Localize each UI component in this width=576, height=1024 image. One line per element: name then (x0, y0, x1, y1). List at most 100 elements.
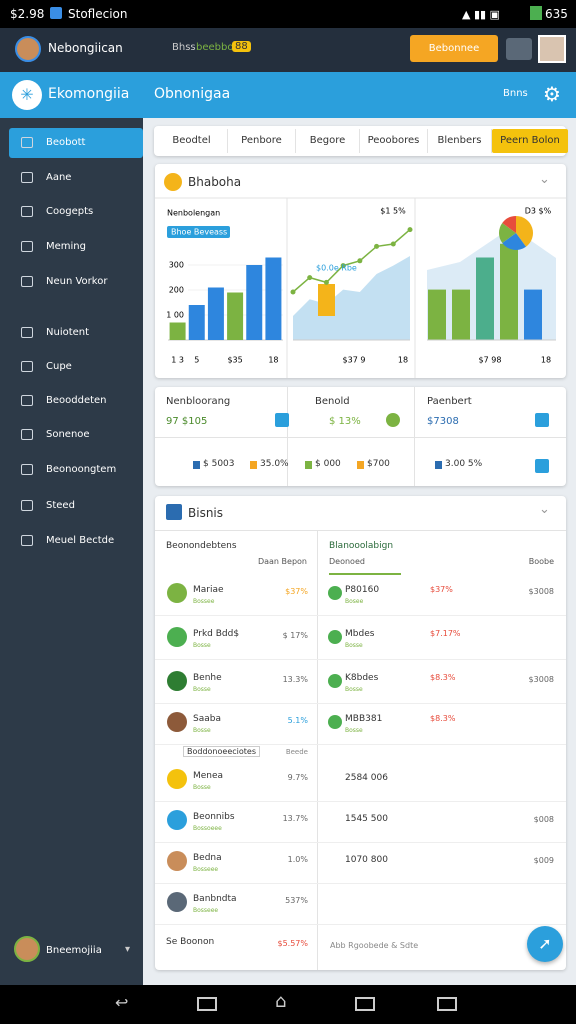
item-label: Beobott (46, 137, 86, 148)
row-name[interactable]: MBB381 (345, 714, 383, 724)
collapse[interactable]: ⌄ (539, 502, 550, 517)
status-signal: ▲ ▮▮ ▣ (462, 8, 500, 21)
sidebar-item[interactable]: Coogepts (0, 197, 143, 227)
nav-tabs[interactable] (437, 997, 457, 1011)
row-icon (328, 586, 342, 600)
collapse[interactable]: ⌄ (539, 172, 550, 187)
row-name[interactable]: Menea (193, 771, 224, 781)
sidebar-user[interactable]: Bneemojiia (46, 945, 102, 956)
sidebar-item[interactable]: Nuiotent (0, 318, 143, 348)
nav-home[interactable]: ⌂ (275, 991, 287, 1012)
search-hint: beebboo (196, 42, 240, 53)
card-title: Bisnis (188, 506, 224, 520)
row-name[interactable]: Mbdes (345, 629, 375, 639)
stat-icon (250, 461, 257, 469)
sidebar-item[interactable]: Steed (0, 491, 143, 521)
search-label: Bhss (172, 42, 196, 53)
header-button[interactable]: Bebonnee (410, 35, 498, 62)
row-name[interactable]: Bedna (193, 853, 222, 863)
row-name[interactable]: Saaba (193, 714, 221, 724)
item-icon (21, 500, 33, 511)
app-header: Nebongiican Bhss beebboo 88 Bebonnee (0, 28, 576, 72)
sidebar-item[interactable]: Beooddeten (0, 386, 143, 416)
row-value: 537% (285, 896, 308, 905)
icon-button[interactable] (506, 38, 532, 60)
card-icon (166, 504, 182, 520)
settings-icon[interactable]: ⚙ (543, 82, 561, 106)
row-divider (155, 703, 566, 704)
battery-icon (530, 6, 542, 20)
user-avatar[interactable] (15, 36, 41, 62)
sidebar-item[interactable]: Neun Vorkor (0, 267, 143, 297)
item-icon (21, 327, 33, 338)
item-icon (21, 429, 33, 440)
row-name[interactable]: Benhe (193, 673, 222, 683)
item-label: Aane (46, 172, 72, 183)
stat-row-value: $ 5003 (203, 459, 235, 469)
sidebar: Bneemojiia ▾ Beobott Aane Coogepts Meming Ne… (0, 118, 143, 985)
user-name: Nebongiican (48, 41, 123, 55)
row-sub: Bosse (193, 727, 211, 734)
nav-square[interactable] (355, 997, 375, 1011)
row-sub: Bosse (345, 642, 363, 649)
menu-label[interactable]: Bnns (503, 88, 528, 99)
footer-link[interactable]: Abb Rgoobede & Sdte (330, 941, 419, 950)
tab[interactable]: Penbore (228, 129, 296, 153)
stat-button[interactable] (386, 413, 400, 427)
sidebar-item[interactable]: Aane (0, 163, 143, 193)
item-icon (21, 241, 33, 252)
status-time: $2.98 (10, 7, 45, 21)
row-name[interactable]: Mariae (193, 585, 224, 595)
tab[interactable]: Begore (296, 129, 360, 153)
item-label: Meuel Bectde (46, 535, 115, 546)
search[interactable]: Bhss beebboo 88 (150, 37, 270, 61)
item-label: Steed (46, 500, 75, 511)
tab[interactable]: Peern Bolon (492, 129, 568, 153)
total-value: $009 (533, 856, 554, 865)
stat-button[interactable] (535, 413, 549, 427)
search-field[interactable]: Boddonoeeciotes (183, 746, 260, 757)
fab[interactable]: ➚ (527, 926, 563, 962)
row-name[interactable]: K8bdes (345, 673, 379, 683)
row-avatar (167, 712, 187, 732)
sidebar-item[interactable]: Cupe (0, 352, 143, 382)
logo: ✳ (12, 80, 42, 110)
sidebar-item[interactable]: Sonenoe (0, 420, 143, 450)
nav-recent[interactable] (197, 997, 217, 1011)
sidebar-item[interactable]: Beobott (9, 128, 143, 158)
row-name[interactable]: P80160 (345, 585, 380, 595)
list-card: Bisnis ⌄ ➚ Beonondebtens Daan Bepon Blanoo… (155, 496, 566, 970)
sidebar-item[interactable]: Beonoongtem (0, 455, 143, 485)
card-title: Bhaboha (188, 175, 242, 189)
row-name[interactable]: Beonnibs (193, 812, 235, 822)
row-name[interactable]: Banbndta (193, 894, 237, 904)
sidebar-avatar (14, 936, 40, 962)
stat-button[interactable] (535, 459, 549, 473)
row-sub: Bosseee (193, 866, 219, 873)
stat-row-value: $700 (367, 459, 390, 469)
tab[interactable]: Beodtel (156, 129, 228, 153)
col-header: Boobe (528, 557, 554, 566)
tab[interactable]: Peoobores (360, 129, 428, 153)
item-label: Neun Vorkor (46, 276, 108, 287)
row-sub: Bossee (193, 598, 215, 605)
app-bar: ✳ Ekomongiia Obnonigaa Bnns ⚙ (0, 72, 576, 118)
row-value: 1.0% (287, 855, 308, 864)
profile-photo[interactable] (538, 35, 566, 63)
row-value: 9.7% (287, 773, 308, 782)
footer-label: Se Boonon (166, 937, 215, 947)
total-name: 1545 500 (345, 814, 388, 824)
overview-card: Bhaboha ⌄ (155, 164, 566, 378)
sidebar-item[interactable]: Meming (0, 232, 143, 262)
tab[interactable]: Blenbers (428, 129, 492, 153)
nav-back[interactable]: ↩ (115, 993, 129, 1012)
item-icon (21, 276, 33, 287)
row-name[interactable]: Prkd Bdd$ (193, 629, 240, 639)
brand: Ekomongiia (48, 86, 130, 102)
row-avatar (167, 627, 187, 647)
stat-row-value: 35.0% (260, 459, 289, 469)
sidebar-item[interactable]: Meuel Bectde (0, 526, 143, 556)
section-title: Obnonigaa (154, 86, 231, 102)
item-icon (21, 206, 33, 217)
stat-button[interactable] (275, 413, 289, 427)
